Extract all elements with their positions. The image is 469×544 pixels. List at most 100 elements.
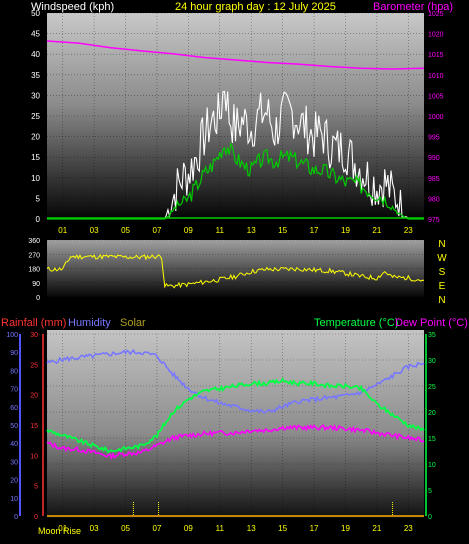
dir-compass-label: N — [438, 239, 445, 250]
temp-y-tick: 25 — [428, 384, 436, 391]
wind-x-tick: 03 — [90, 226, 99, 235]
temperature-label: Temperature (°C) — [314, 317, 398, 329]
humidity-y-tick: 0 — [14, 514, 18, 521]
humidity-label: Humidity — [68, 317, 111, 329]
wind-x-tick: 15 — [278, 226, 287, 235]
dir-compass-label: W — [437, 253, 447, 264]
climate-x-tick: 19 — [341, 524, 350, 533]
wind-x-tick: 13 — [247, 226, 256, 235]
climate-x-tick: 07 — [153, 524, 162, 533]
rainfall-label: Rainfall (mm) — [1, 317, 66, 329]
humidity-y-tick: 10 — [10, 496, 18, 503]
wind-x-tick: 23 — [404, 226, 413, 235]
humidity-y-tick: 100 — [6, 332, 18, 339]
climate-x-tick: 23 — [404, 524, 413, 533]
baro-y-tick: 1015 — [428, 52, 444, 59]
rain-y-tick: 0 — [34, 514, 38, 521]
temp-y-tick: 15 — [428, 436, 436, 443]
barometer-title: Barometer (hpa) — [373, 1, 453, 13]
direction-series — [46, 253, 425, 289]
wind-panel-bg — [47, 13, 424, 219]
baro-y-tick: 1000 — [428, 114, 444, 121]
dir-compass-label: N — [438, 295, 445, 306]
climate-x-tick: 15 — [278, 524, 287, 533]
temp-y-tick: 35 — [428, 332, 436, 339]
wind-x-tick: 11 — [216, 226, 225, 235]
dir-y-tick: 270 — [28, 252, 40, 259]
wind-y-tick: 30 — [31, 91, 40, 100]
wind-title: Windspeed (kph) — [31, 1, 114, 13]
dir-y-tick: 180 — [28, 267, 40, 274]
rain-y-tick: 5 — [34, 484, 38, 491]
wind-x-tick: 19 — [341, 226, 350, 235]
temp-y-tick: 20 — [428, 410, 436, 417]
climate-x-tick: 11 — [216, 524, 225, 533]
humidity-y-tick: 60 — [10, 405, 18, 412]
climate-x-tick: 21 — [372, 524, 381, 533]
wind-x-tick: 17 — [310, 226, 319, 235]
solar-label: Solar — [120, 317, 146, 329]
wind-series — [47, 142, 424, 220]
humidity-y-tick: 40 — [10, 441, 18, 448]
baro-y-tick: 985 — [428, 176, 440, 183]
wind-y-tick: 10 — [31, 174, 40, 183]
wind-y-tick: 45 — [31, 30, 40, 39]
direction-panel-bg — [47, 240, 424, 297]
humidity-y-tick: 30 — [10, 459, 18, 466]
rain-y-tick: 20 — [30, 393, 38, 400]
rain-y-tick: 10 — [30, 453, 38, 460]
climate-x-tick: 17 — [310, 524, 319, 533]
rain-y-tick: 15 — [30, 423, 38, 430]
humidity-series — [46, 348, 425, 414]
humidity-y-tick: 80 — [10, 368, 18, 375]
graph-title: 24 hour graph day : 12 July 2025 — [175, 1, 336, 13]
climate-x-tick: 09 — [184, 524, 193, 533]
dir-compass-label: S — [439, 267, 446, 278]
climate-panel-bg — [47, 330, 424, 518]
baro-y-tick: 990 — [428, 155, 440, 162]
dir-y-tick: 0 — [36, 295, 40, 302]
barometer-series — [46, 40, 425, 70]
rain-y-tick: 30 — [30, 332, 38, 339]
wind-x-tick: 07 — [153, 226, 162, 235]
climate-x-tick: 03 — [90, 524, 99, 533]
wind-y-tick: 5 — [36, 194, 41, 203]
humidity-y-tick: 20 — [10, 478, 18, 485]
wind-y-tick: 20 — [31, 133, 40, 142]
dewpoint-series — [46, 423, 425, 461]
wind-y-tick: 40 — [31, 50, 40, 59]
temp-y-tick: 10 — [428, 462, 436, 469]
wind-y-tick: 15 — [31, 153, 40, 162]
wind-x-tick: 09 — [184, 226, 193, 235]
moon-rise-label: Moon Rise — [38, 526, 81, 536]
baro-y-tick: 1010 — [428, 73, 444, 80]
wind-y-tick: 35 — [31, 71, 40, 80]
dewpoint-label: Dew Point (°C) — [395, 317, 468, 329]
wind-x-tick: 01 — [58, 226, 67, 235]
wind-x-tick: 21 — [372, 226, 381, 235]
dir-y-tick: 90 — [32, 281, 40, 288]
rain-y-tick: 25 — [30, 362, 38, 369]
temp-y-tick: 5 — [428, 488, 432, 495]
baro-y-tick: 1005 — [428, 93, 444, 100]
wind-y-tick: 50 — [31, 9, 40, 18]
climate-x-tick: 01 — [58, 524, 67, 533]
dir-y-tick: 360 — [28, 238, 40, 245]
baro-y-tick: 975 — [428, 217, 440, 224]
baro-y-tick: 995 — [428, 135, 440, 142]
baro-y-tick: 1025 — [428, 11, 444, 18]
dir-compass-label: E — [439, 281, 446, 292]
climate-x-tick: 13 — [247, 524, 256, 533]
climate-x-tick: 05 — [121, 524, 130, 533]
wind-y-tick: 0 — [36, 215, 41, 224]
humidity-y-tick: 50 — [10, 423, 18, 430]
baro-y-tick: 1020 — [428, 32, 444, 39]
temp-y-tick: 0 — [428, 514, 432, 521]
humidity-y-tick: 90 — [10, 350, 18, 357]
temperature-series — [46, 377, 425, 454]
wind-y-tick: 25 — [31, 112, 40, 121]
humidity-y-tick: 70 — [10, 387, 18, 394]
baro-y-tick: 980 — [428, 196, 440, 203]
